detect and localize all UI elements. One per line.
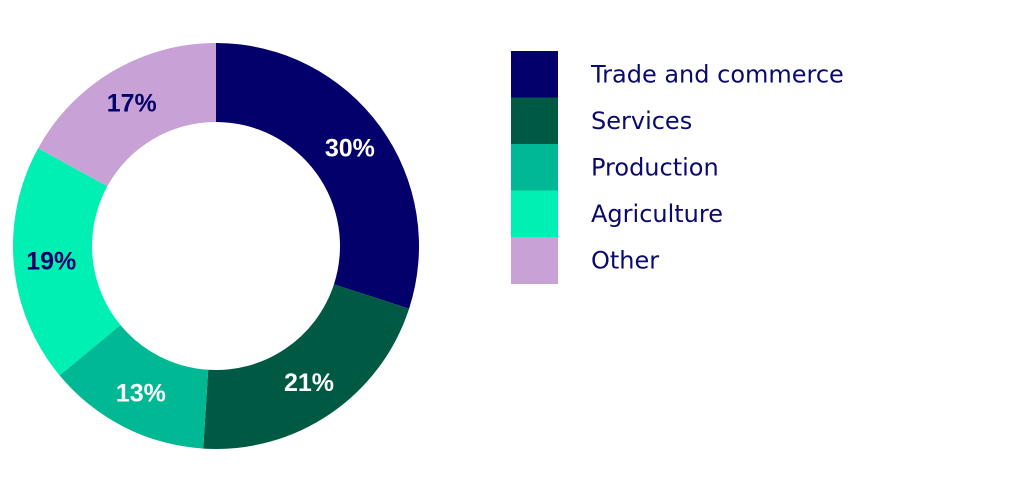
legend-swatch [511,237,558,284]
legend-swatch [511,97,558,145]
donut-slice-labels: 30% 21% 13% 19% 17% [26,90,375,408]
legend-label: Trade and commerce [590,60,844,88]
slice-value-label: 21% [284,369,334,397]
donut-slice-agriculture [13,148,121,376]
legend-label: Agriculture [591,200,723,228]
chart-legend: Trade and commerce Services Production Agri… [511,51,844,284]
legend-label: Services [591,107,692,135]
legend-swatch [511,144,558,191]
legend-swatch [511,190,558,238]
donut-slice-production [59,325,209,449]
donut-slice-services [203,284,410,449]
donut-slice-other [38,43,217,187]
legend-swatch [511,51,558,98]
donut-slices [13,43,419,449]
slice-value-label: 19% [26,248,76,276]
donut-slice-trade-and-commerce [216,43,419,309]
slice-value-label: 13% [116,379,166,407]
slice-value-label: 17% [107,90,157,118]
legend-label: Other [591,246,659,274]
slice-value-label: 30% [325,135,375,163]
legend-label: Production [591,153,719,181]
